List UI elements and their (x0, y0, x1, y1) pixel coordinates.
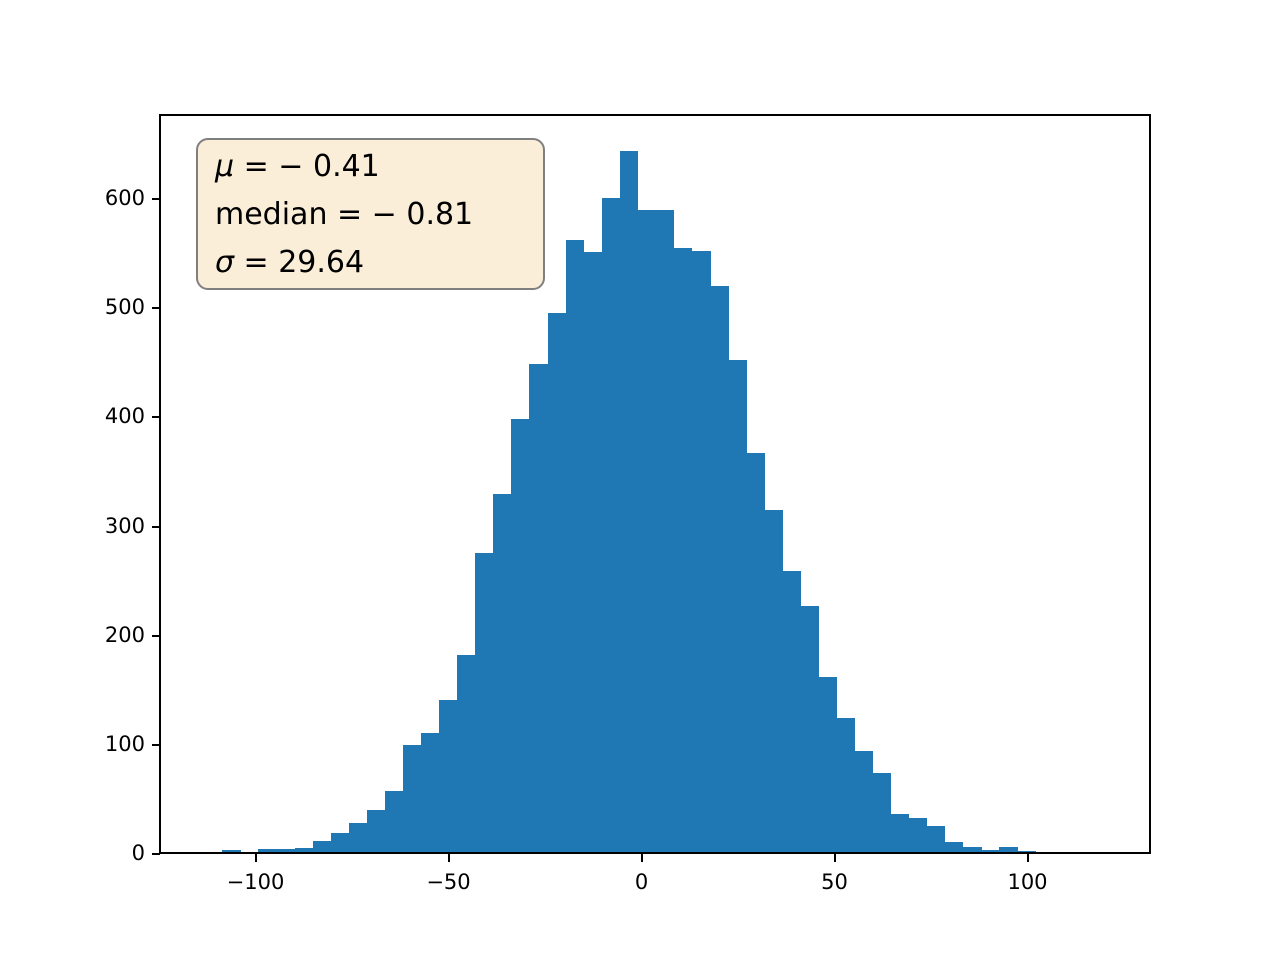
histogram-bar (655, 209, 675, 855)
y-tick-mark (152, 307, 160, 310)
stat-symbol: σ (215, 245, 235, 280)
histogram-bar (746, 453, 765, 855)
y-tick-label: 0 (131, 841, 145, 866)
stat-line: median = − 0.81 (215, 191, 543, 239)
histogram-bar (403, 745, 422, 855)
x-tick-label: 100 (1007, 870, 1048, 894)
y-tick-mark (152, 634, 160, 637)
y-tick-label: 400 (104, 404, 145, 429)
histogram-bar (872, 772, 892, 855)
histogram-bar (330, 832, 350, 855)
x-tick-mark (447, 854, 450, 862)
stat-value: = − 0.41 (234, 149, 380, 184)
y-tick-mark (152, 416, 160, 419)
y-tick-mark (152, 525, 160, 528)
histogram-bar (890, 814, 910, 855)
stat-line: σ = 29.64 (215, 239, 543, 287)
histogram-bar (475, 552, 494, 855)
histogram-bar (565, 240, 585, 855)
histogram-bar (764, 510, 783, 855)
histogram-bar (926, 826, 946, 855)
x-tick-label: 0 (634, 870, 649, 894)
histogram-bar (384, 791, 404, 855)
x-tick-mark (254, 854, 257, 862)
x-tick-mark (1026, 854, 1029, 862)
histogram-bar (637, 209, 657, 855)
histogram-bar (547, 312, 567, 855)
histogram-bar (619, 150, 639, 855)
x-tick-mark (833, 854, 836, 862)
histogram-bar (583, 252, 603, 855)
histogram-bar (276, 848, 296, 855)
histogram-bar (908, 818, 928, 855)
y-tick-label: 100 (104, 732, 145, 757)
histogram-bar (944, 842, 964, 855)
histogram-bar (836, 717, 856, 855)
histogram-bar (439, 700, 458, 855)
stat-value: = − 0.81 (327, 197, 474, 232)
x-tick-mark (640, 854, 643, 862)
histogram-bar (854, 750, 874, 855)
histogram-bar (348, 822, 368, 855)
stats-annotation-box: μ = − 0.41 median = − 0.81 σ = 29.64 (196, 138, 545, 290)
y-tick-label: 500 (104, 295, 145, 320)
stat-line: μ = − 0.41 (215, 143, 543, 191)
x-tick-label: −100 (226, 870, 285, 894)
histogram-bar (999, 846, 1018, 855)
histogram-bar (710, 286, 729, 855)
histogram-bar (511, 418, 530, 855)
histogram-bar (529, 363, 548, 855)
y-tick-label: 600 (104, 185, 145, 210)
histogram-bar (601, 197, 621, 855)
y-tick-mark (152, 744, 160, 747)
histogram-bar (493, 493, 512, 855)
histogram-bar (673, 248, 693, 855)
y-tick-label: 200 (104, 622, 145, 647)
stat-symbol: μ (215, 149, 235, 184)
histogram-bar (818, 677, 837, 855)
histogram-bar (800, 606, 819, 855)
histogram-bar (258, 848, 277, 855)
histogram-bar (222, 850, 241, 855)
histogram-bar (728, 359, 747, 855)
y-tick-mark (152, 853, 160, 856)
histogram-bar (692, 251, 711, 855)
histogram-bar (294, 847, 314, 855)
histogram-bar (782, 571, 801, 855)
x-tick-label: 50 (821, 870, 848, 894)
y-tick-mark (152, 197, 160, 200)
x-tick-label: −50 (426, 870, 471, 894)
y-tick-label: 300 (104, 513, 145, 538)
histogram-bar (366, 809, 386, 855)
stat-symbol: median (215, 197, 328, 232)
histogram-bar (421, 733, 440, 855)
stat-value: = 29.64 (234, 245, 365, 280)
histogram-bar (312, 841, 332, 855)
histogram-bar (981, 850, 1000, 855)
histogram-bar (963, 846, 982, 855)
histogram-bar (457, 654, 476, 855)
